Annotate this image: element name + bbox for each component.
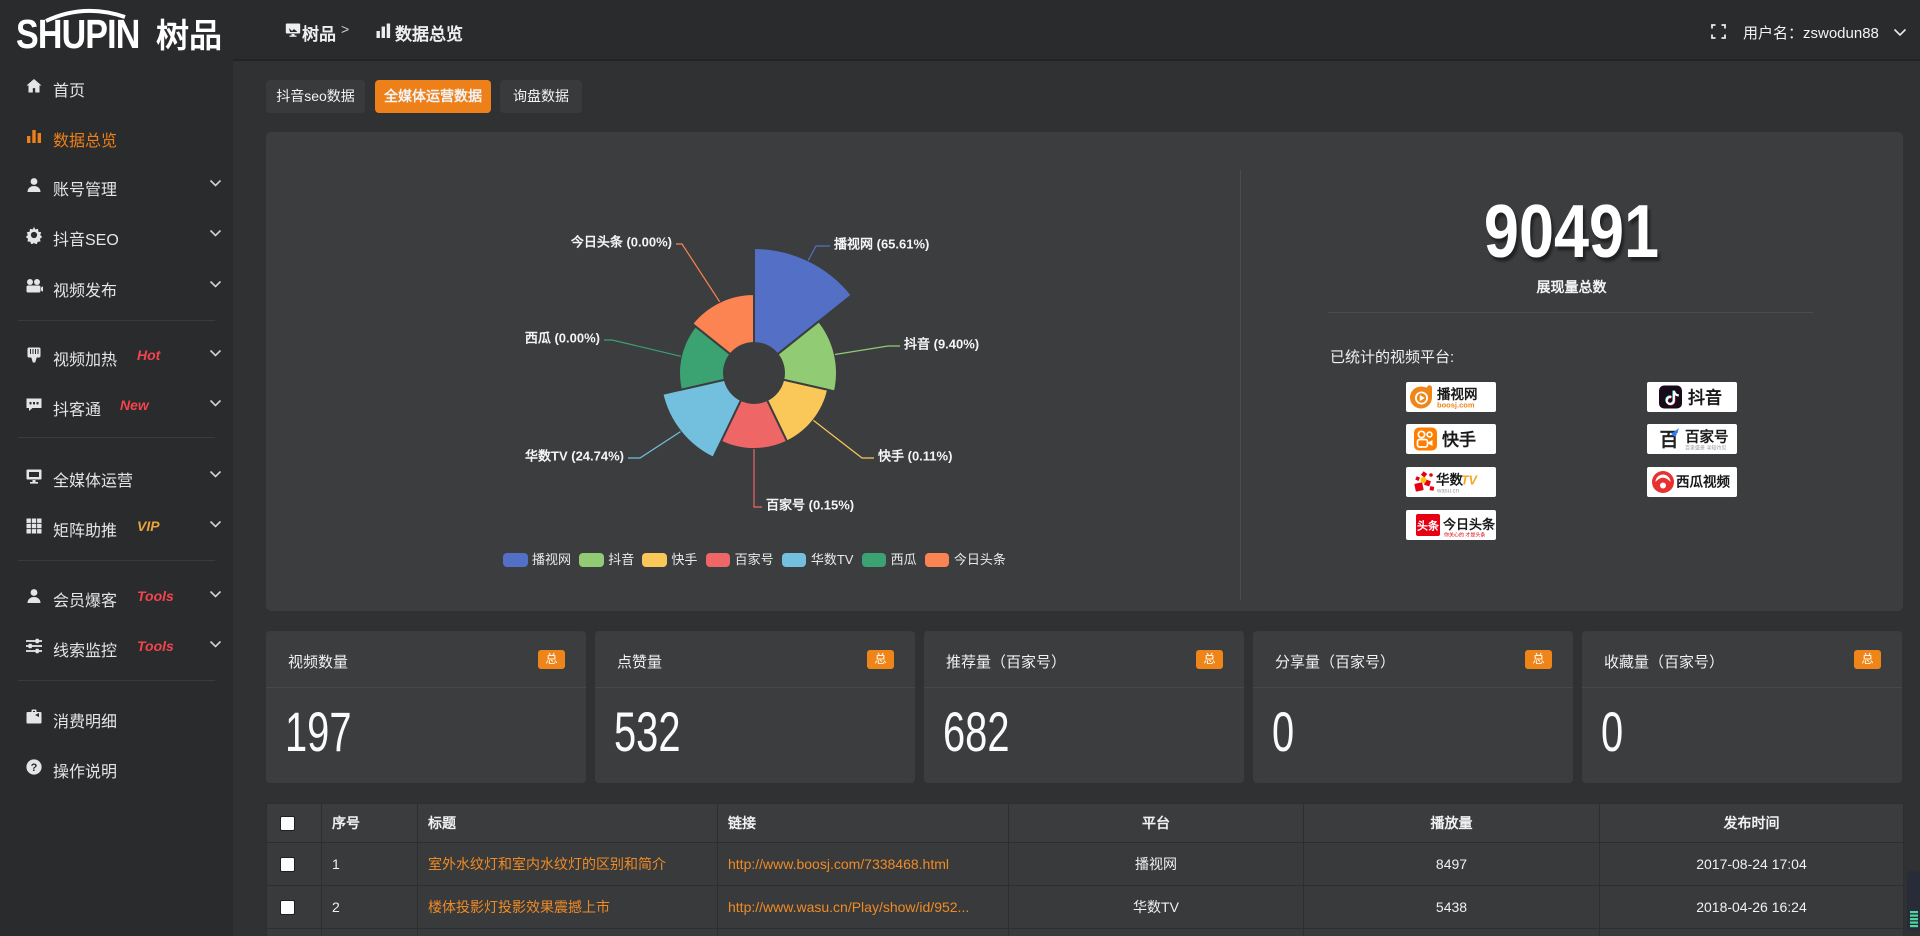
svg-text:今日头条 (0.00%): 今日头条 (0.00%) — [570, 235, 672, 250]
svg-text:树品: 树品 — [156, 17, 222, 54]
svg-text:快手 (0.11%): 快手 (0.11%) — [878, 449, 952, 464]
svg-text:华数TV (24.74%): 华数TV (24.74%) — [525, 449, 624, 464]
svg-text:百家号: 百家号 — [1685, 428, 1729, 446]
svg-text:华数: 华数 — [1436, 472, 1464, 488]
svg-text:SHUPIN: SHUPIN — [16, 11, 140, 57]
svg-text:播视网: 播视网 — [1437, 386, 1478, 402]
svg-text:百家号 (0.15%): 百家号 (0.15%) — [766, 498, 854, 513]
svg-text:百家盛景 寻知灼见: 百家盛景 寻知灼见 — [1685, 445, 1726, 452]
svg-text:你关心的 才是头条: 你关心的 才是头条 — [1444, 532, 1485, 539]
svg-text:快手: 快手 — [1442, 430, 1476, 450]
svg-text:头条: 头条 — [1417, 519, 1440, 533]
svg-text:boosj.com: boosj.com — [1437, 401, 1475, 410]
svg-text:今日头条: 今日头条 — [1442, 517, 1496, 532]
svg-text:抖音: 抖音 — [1688, 388, 1722, 408]
svg-text:?: ? — [31, 762, 38, 774]
svg-text:西瓜 (0.00%): 西瓜 (0.00%) — [525, 331, 600, 346]
svg-text:wasu.cn: wasu.cn — [1436, 489, 1459, 495]
svg-text:西瓜视频: 西瓜视频 — [1676, 474, 1730, 490]
svg-text:播视网 (65.61%): 播视网 (65.61%) — [834, 237, 929, 252]
svg-text:抖音 (9.40%): 抖音 (9.40%) — [904, 337, 979, 352]
svg-text:TV: TV — [1461, 474, 1479, 488]
